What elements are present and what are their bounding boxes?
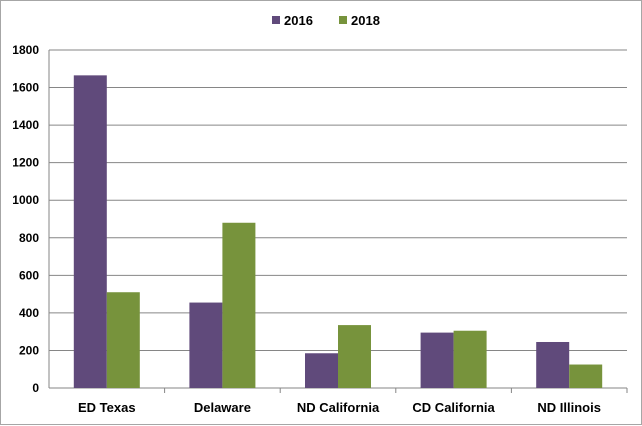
bar-2016-delaware (189, 302, 223, 388)
bar-2018-delaware (222, 222, 256, 388)
x-category-label: CD California (412, 400, 495, 415)
y-tick-label: 1400 (12, 118, 39, 132)
bar-2018-ed-texas (106, 292, 140, 388)
y-tick-label: 1000 (12, 193, 39, 207)
y-tick-label: 200 (19, 343, 39, 357)
bar-2018-cd-california (453, 330, 487, 388)
bar-2016-cd-california (420, 332, 454, 388)
legend-label-2018: 2018 (351, 13, 380, 28)
bar-2016-nd-illinois (536, 341, 570, 388)
bar-2018-nd-illinois (569, 364, 603, 388)
legend-swatch-2016 (272, 16, 280, 24)
y-tick-label: 400 (19, 306, 39, 320)
legend-swatch-2018 (339, 16, 347, 24)
y-tick-label: 600 (19, 268, 39, 282)
bar-2016-ed-texas (73, 75, 107, 388)
x-category-label: ED Texas (78, 400, 136, 415)
y-tick-label: 1800 (12, 43, 39, 57)
y-tick-label: 800 (19, 231, 39, 245)
legend-label-2016: 2016 (284, 13, 313, 28)
bar-2016-nd-california (305, 353, 338, 388)
x-category-label: ND Illinois (537, 400, 601, 415)
y-tick-label: 1600 (12, 81, 39, 95)
y-tick-label: 1200 (12, 156, 39, 170)
bar-2018-nd-california (338, 325, 371, 388)
x-category-label: Delaware (194, 400, 251, 415)
x-category-label: ND California (297, 400, 380, 415)
y-tick-label: 0 (32, 381, 39, 395)
